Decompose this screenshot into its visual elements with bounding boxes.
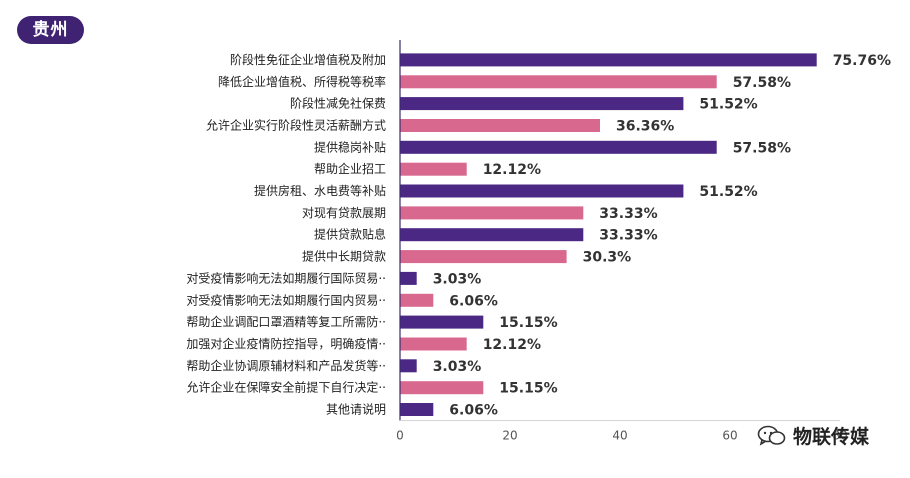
x-tick-label-3: 60	[722, 428, 737, 442]
category-label-3: 允许企业实行阶段性灵活薪酬方式	[206, 118, 386, 133]
category-label-9: 提供中长期贷款	[302, 249, 386, 264]
value-label-1: 57.58%	[733, 75, 791, 91]
bar-1	[400, 75, 717, 89]
bar-11	[400, 293, 434, 307]
value-label-13: 12.12%	[483, 337, 541, 353]
bar-3	[400, 119, 600, 132]
category-label-7: 对现有贷款展期	[302, 206, 386, 220]
watermark-text: 物联传媒	[793, 426, 870, 448]
category-label-14: 帮助企业协调原辅材料和产品发货等··	[186, 358, 386, 373]
category-label-8: 提供贷款贴息	[314, 227, 386, 242]
category-label-6: 提供房租、水电费等补贴	[254, 183, 386, 198]
value-label-15: 15.15%	[499, 381, 557, 397]
bar-15	[400, 381, 484, 395]
value-label-16: 6.06%	[449, 403, 498, 419]
category-label-16: 其他请说明	[326, 402, 386, 417]
bars-group	[400, 53, 817, 416]
bar-9	[400, 250, 567, 264]
value-label-7: 33.33%	[599, 206, 657, 222]
x-tick-label-2: 40	[612, 428, 627, 442]
bar-13	[400, 337, 467, 351]
bar-0	[400, 53, 817, 67]
category-label-4: 提供稳岗补贴	[314, 139, 386, 154]
x-tick-label-1: 20	[502, 428, 517, 442]
category-label-2: 阶段性减免社保费	[290, 96, 386, 111]
bar-4	[400, 140, 717, 154]
value-label-3: 36.36%	[616, 119, 674, 135]
bar-10	[400, 271, 417, 285]
value-label-5: 12.12%	[483, 162, 541, 178]
wechat-icon	[757, 425, 786, 446]
value-label-6: 51.52%	[699, 184, 757, 200]
bar-8	[400, 228, 584, 242]
category-label-11: 对受疫情影响无法如期履行国内贸易··	[186, 292, 386, 307]
category-label-0: 阶段性免征企业增值税及附加	[230, 52, 386, 67]
bar-16	[400, 403, 434, 416]
x-tick-label-0: 0	[396, 428, 404, 442]
value-labels-group: 75.76% 57.58% 51.52% 36.36% 57.58% 12.12% 51.5…	[433, 53, 891, 419]
bar-5	[400, 162, 467, 176]
value-label-10: 3.03%	[433, 271, 482, 287]
bar-14	[400, 359, 417, 373]
value-label-4: 57.58%	[733, 140, 791, 156]
category-label-5: 帮助企业招工	[314, 161, 386, 176]
bar-2	[400, 97, 684, 111]
watermark: 物联传媒	[757, 422, 869, 449]
category-label-1: 降低企业增值税、所得税等税率	[218, 74, 386, 89]
value-label-12: 15.15%	[499, 315, 557, 331]
value-label-0: 75.76%	[833, 53, 891, 69]
category-labels-group: 阶段性免征企业增值税及附加降低企业增值税、所得税等税率阶段性减免社保费允许企业实…	[186, 52, 386, 417]
bar-7	[400, 206, 584, 220]
value-label-8: 33.33%	[599, 228, 657, 244]
region-badge: 贵州	[17, 16, 84, 44]
bar-6	[400, 184, 684, 198]
value-label-11: 6.06%	[449, 293, 498, 309]
bar-12	[400, 315, 484, 329]
value-label-9: 30.3%	[583, 250, 632, 266]
x-axis-group: 0 20 40 60 80	[396, 40, 848, 442]
category-label-12: 帮助企业调配口罩酒精等复工所需防··	[186, 314, 386, 329]
category-label-13: 加强对企业疫情防控指导，明确疫情··	[186, 336, 386, 351]
category-label-10: 对受疫情影响无法如期履行国际贸易··	[186, 270, 386, 285]
value-label-14: 3.03%	[433, 359, 482, 375]
category-label-15: 允许企业在保障安全前提下自行决定··	[186, 380, 386, 395]
value-label-2: 51.52%	[699, 97, 757, 113]
x-tick-label-4: 80	[832, 428, 847, 442]
